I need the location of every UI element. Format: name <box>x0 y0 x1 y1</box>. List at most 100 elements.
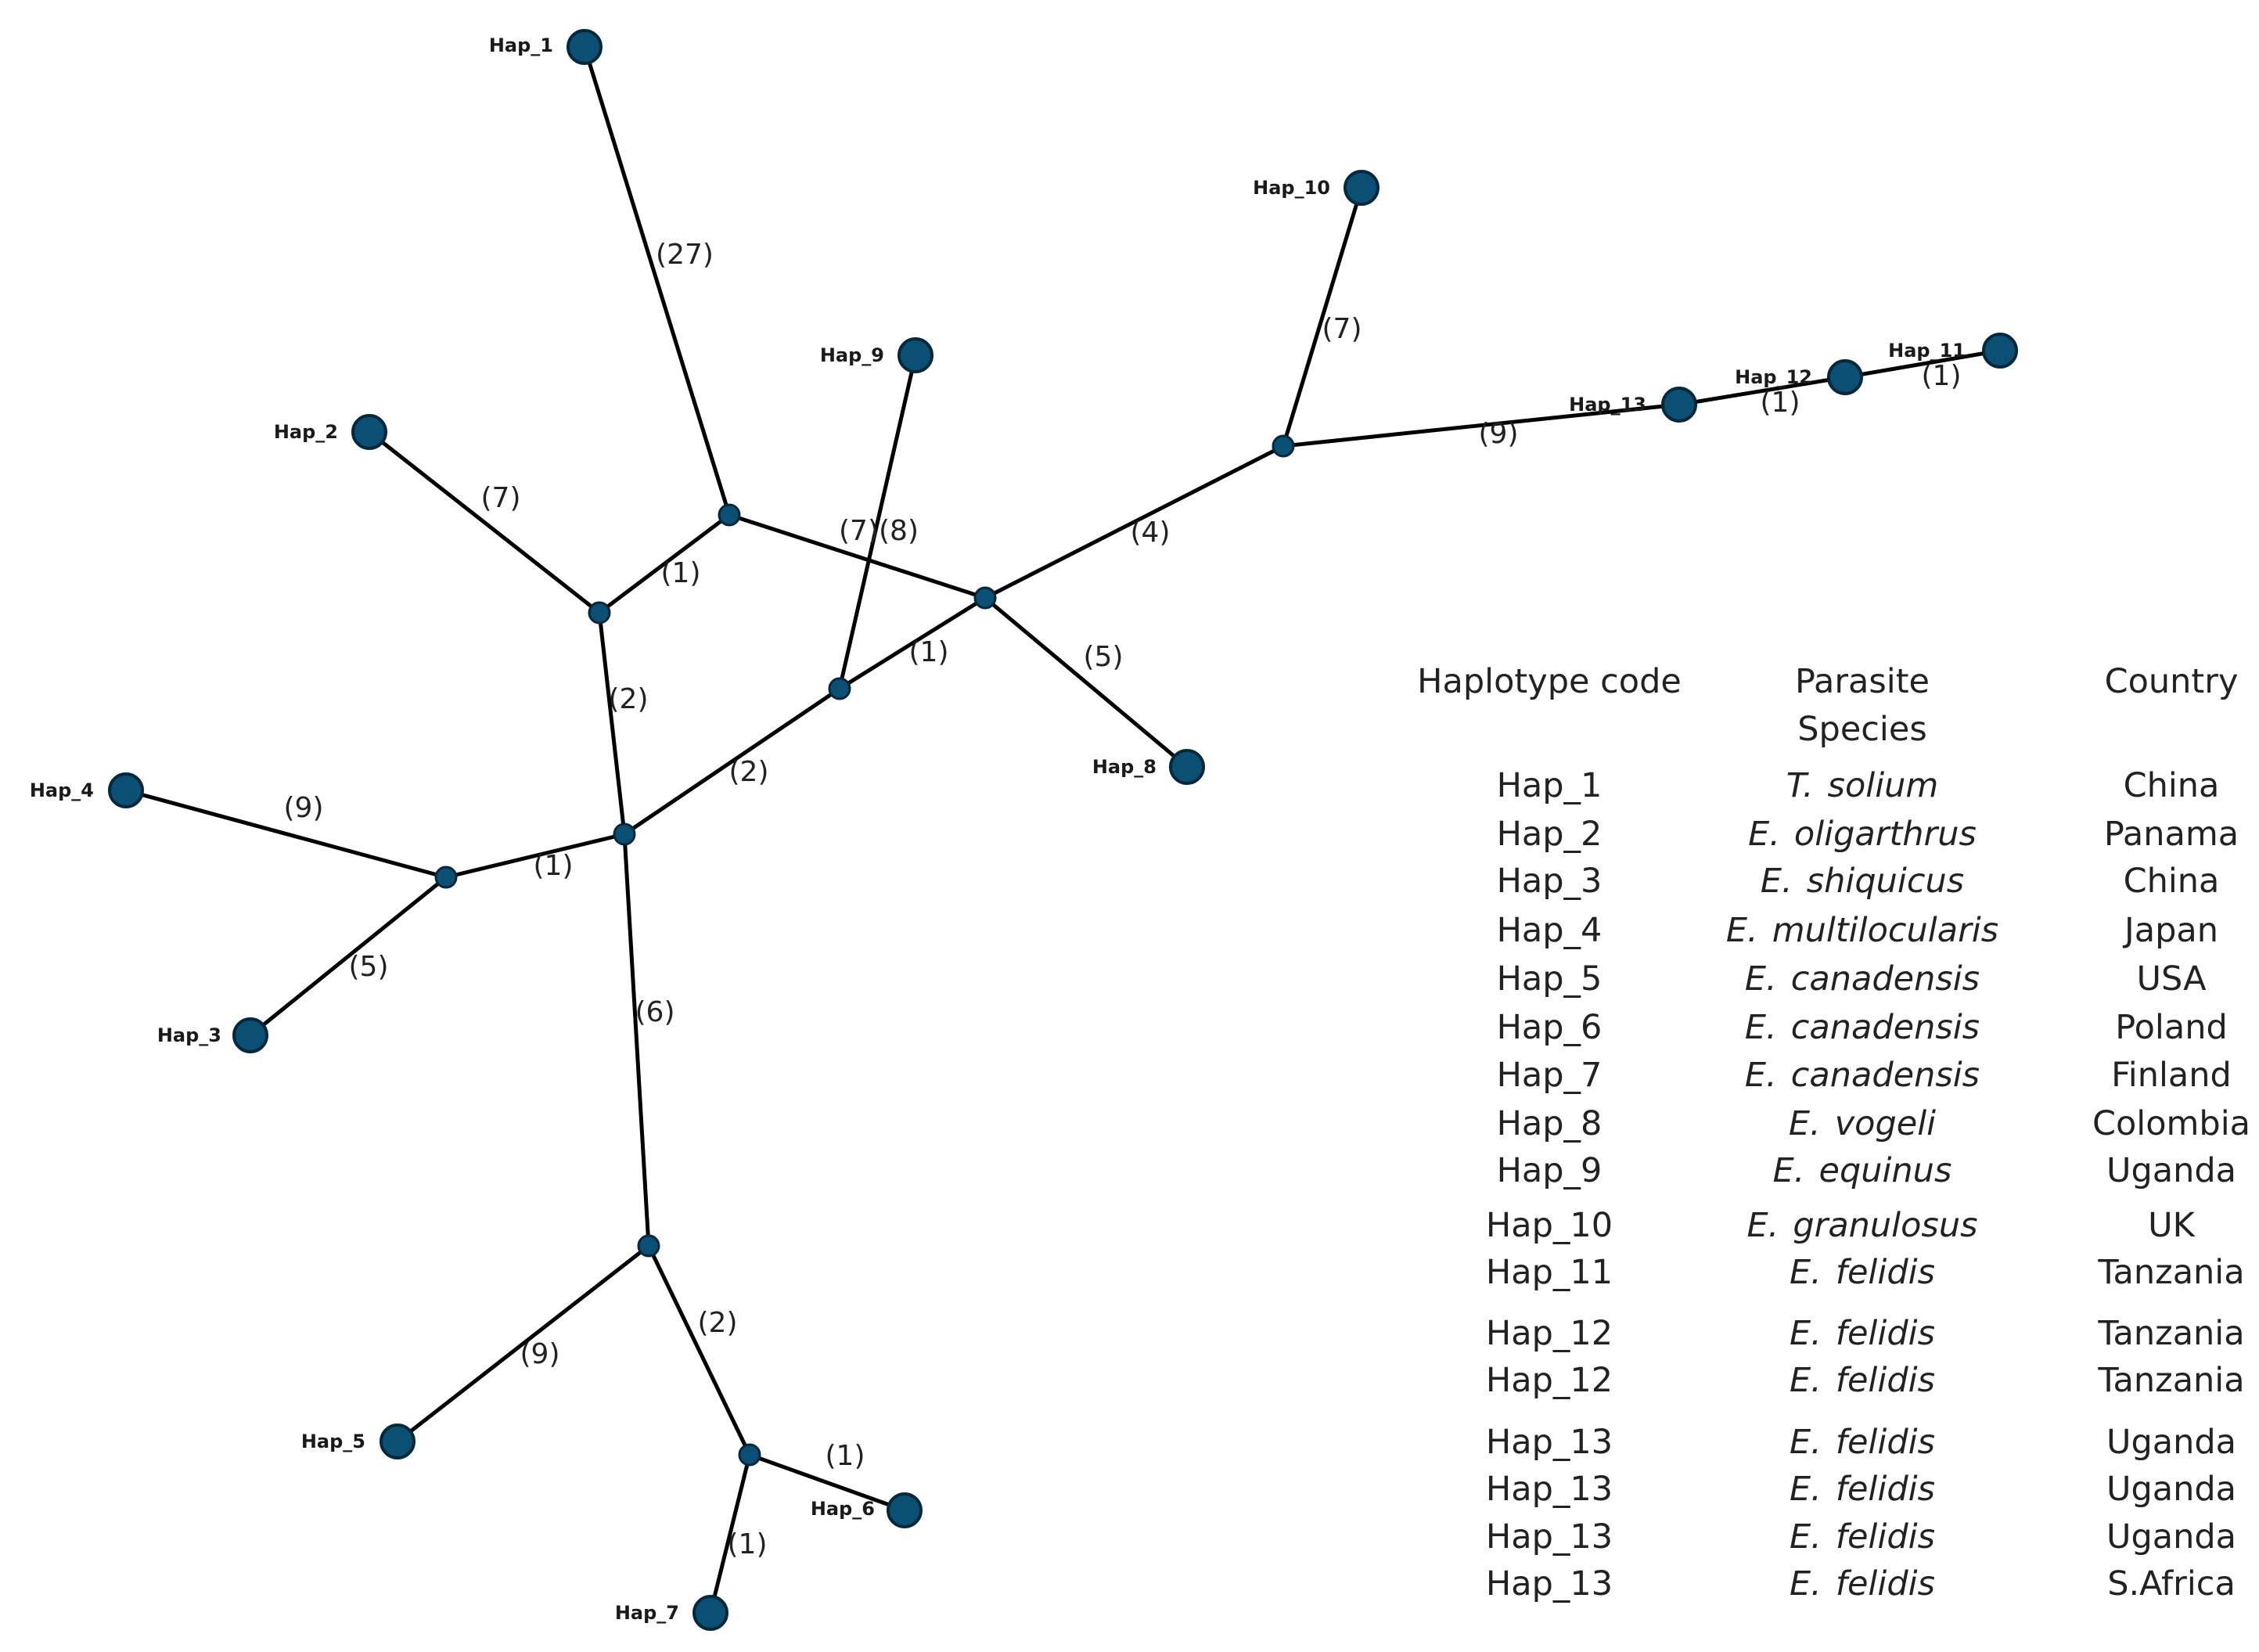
row-parasite-species: E. canadensis <box>1745 1008 1980 1047</box>
table-row: Hap_5 E. canadensis USA <box>1497 959 2207 999</box>
row-country: Tanzania <box>2097 1314 2244 1353</box>
row-country: USA <box>2137 959 2207 999</box>
mutation-steps-label: (1) <box>909 636 949 668</box>
table-row: Hap_12 E. felidis Tanzania <box>1486 1314 2245 1353</box>
mutation-steps-label: (5) <box>1084 641 1124 673</box>
row-haplotype-code: Hap_12 <box>1486 1314 1613 1353</box>
row-parasite-species: E. felidis <box>1790 1314 1935 1353</box>
table-row: Hap_8 E. vogeli Colombia <box>1497 1104 2250 1143</box>
mutation-steps-label: (1) <box>728 1528 768 1560</box>
mutation-steps-label: (7)(8) <box>839 515 919 547</box>
row-parasite-species: T. solium <box>1786 766 1939 805</box>
row-species-epithet: felidis <box>1836 1253 1935 1292</box>
row-genus: E. <box>1790 1253 1822 1292</box>
edge-mF-hap13 <box>1282 402 1680 448</box>
table-row: Hap_11 E. felidis Tanzania <box>1486 1253 2245 1292</box>
row-species-epithet: felidis <box>1836 1314 1935 1353</box>
row-parasite-species: E. felidis <box>1790 1361 1935 1400</box>
mutation-steps-label: (1) <box>534 850 574 882</box>
row-country: Tanzania <box>2097 1361 2244 1400</box>
table-row: Hap_13 E. felidis S.Africa <box>1486 1564 2236 1603</box>
edge-mG-mC <box>445 832 625 880</box>
edge-mI-hap7 <box>708 1454 752 1614</box>
row-country: Uganda <box>2106 1517 2236 1557</box>
table-row: Hap_9 E. equinus Uganda <box>1497 1151 2236 1190</box>
row-haplotype-code: Hap_5 <box>1497 959 1603 999</box>
row-genus: E. <box>1790 1564 1822 1603</box>
median-vector-node <box>613 822 636 846</box>
row-genus: E. <box>1745 1056 1777 1095</box>
row-parasite-species: E. equinus <box>1773 1151 1952 1190</box>
mutation-steps-label: (2) <box>609 683 649 715</box>
mutation-steps-label: (7) <box>1322 313 1362 345</box>
row-genus: E. <box>1790 1517 1822 1557</box>
table-header-species-line1: Parasite <box>1795 662 1930 701</box>
row-country: S.Africa <box>2107 1564 2236 1603</box>
haplotype-node-hap13 <box>1661 387 1697 423</box>
row-parasite-species: E. oligarthrus <box>1748 815 1977 854</box>
row-country: Poland <box>2115 1008 2228 1047</box>
table-row: Hap_2 E. oligarthrus Panama <box>1497 815 2239 854</box>
row-species-epithet: felidis <box>1836 1361 1935 1400</box>
haplotype-node-hap11 <box>1982 333 2018 369</box>
edge-hap4-mG <box>125 788 447 880</box>
mutation-steps-label: (1) <box>1761 387 1800 419</box>
mutation-steps-label: (2) <box>698 1307 738 1339</box>
median-vector-node <box>434 866 458 889</box>
haplotype-node-hap7 <box>692 1595 728 1631</box>
row-country: Finland <box>2111 1056 2232 1095</box>
table-row: Hap_3 E. shiquicus China <box>1497 862 2220 901</box>
row-species-epithet: felidis <box>1836 1517 1935 1557</box>
row-species-epithet: oligarthrus <box>1794 815 1977 854</box>
row-species-epithet: multilocularis <box>1772 911 1998 950</box>
haplotype-node-hap2 <box>351 414 387 450</box>
row-species-epithet: canadensis <box>1791 959 1980 999</box>
mutation-steps-label: (9) <box>284 792 324 824</box>
table-header-code: Haplotype code <box>1417 662 1682 701</box>
row-country: Tanzania <box>2097 1253 2244 1292</box>
haplotype-label-hap9: Hap_9 <box>820 344 884 366</box>
row-haplotype-code: Hap_2 <box>1497 815 1603 854</box>
row-country: Colombia <box>2092 1104 2250 1143</box>
haplotype-label-hap8: Hap_8 <box>1092 756 1156 778</box>
median-vector-node <box>738 1443 761 1467</box>
edge-mC-mE <box>623 686 841 837</box>
haplotype-node-hap6 <box>887 1492 923 1528</box>
haplotype-label-hap10: Hap_10 <box>1253 177 1330 199</box>
row-species-epithet: granulosus <box>1793 1206 1977 1245</box>
haplotype-label-hap4: Hap_4 <box>30 779 94 801</box>
row-country: Uganda <box>2106 1151 2236 1190</box>
edge-hap10-mF <box>1281 187 1364 447</box>
edge-hap13-hap12 <box>1678 375 1846 407</box>
row-genus: E. <box>1747 1206 1779 1245</box>
row-haplotype-code: Hap_7 <box>1497 1056 1603 1095</box>
row-parasite-species: E. felidis <box>1790 1517 1935 1557</box>
row-haplotype-code: Hap_12 <box>1486 1361 1613 1400</box>
haplotype-label-hap11: Hap_11 <box>1888 340 1966 362</box>
mutation-steps-label: (9) <box>1479 418 1519 450</box>
network-nodes <box>108 29 2018 1631</box>
row-genus: E. <box>1745 1008 1777 1047</box>
row-species-epithet: felidis <box>1836 1423 1935 1462</box>
table-row: Hap_10 E. granulosus UK <box>1486 1206 2196 1245</box>
edge-mD-hap8 <box>984 596 1189 768</box>
row-genus: E. <box>1789 1104 1821 1143</box>
row-genus: E. <box>1761 862 1793 901</box>
mutation-steps-label: (4) <box>1131 516 1171 549</box>
mutation-steps-label: (1) <box>1922 360 1962 392</box>
edge-mC-mH <box>622 833 651 1247</box>
row-country: Uganda <box>2106 1423 2236 1462</box>
row-parasite-species: E. canadensis <box>1745 959 1980 999</box>
median-vector-node <box>588 601 611 624</box>
row-parasite-species: E. granulosus <box>1747 1206 1978 1245</box>
haplotype-node-hap4 <box>108 772 144 808</box>
table-row: Hap_1 T. solium China <box>1497 766 2220 805</box>
row-haplotype-code: Hap_6 <box>1497 1008 1603 1047</box>
row-country: UK <box>2148 1206 2196 1245</box>
haplotype-label-hap5: Hap_5 <box>301 1431 365 1452</box>
haplotype-node-hap1 <box>567 29 603 65</box>
edge-mA-mB <box>598 513 731 614</box>
row-haplotype-code: Hap_11 <box>1486 1253 1613 1292</box>
